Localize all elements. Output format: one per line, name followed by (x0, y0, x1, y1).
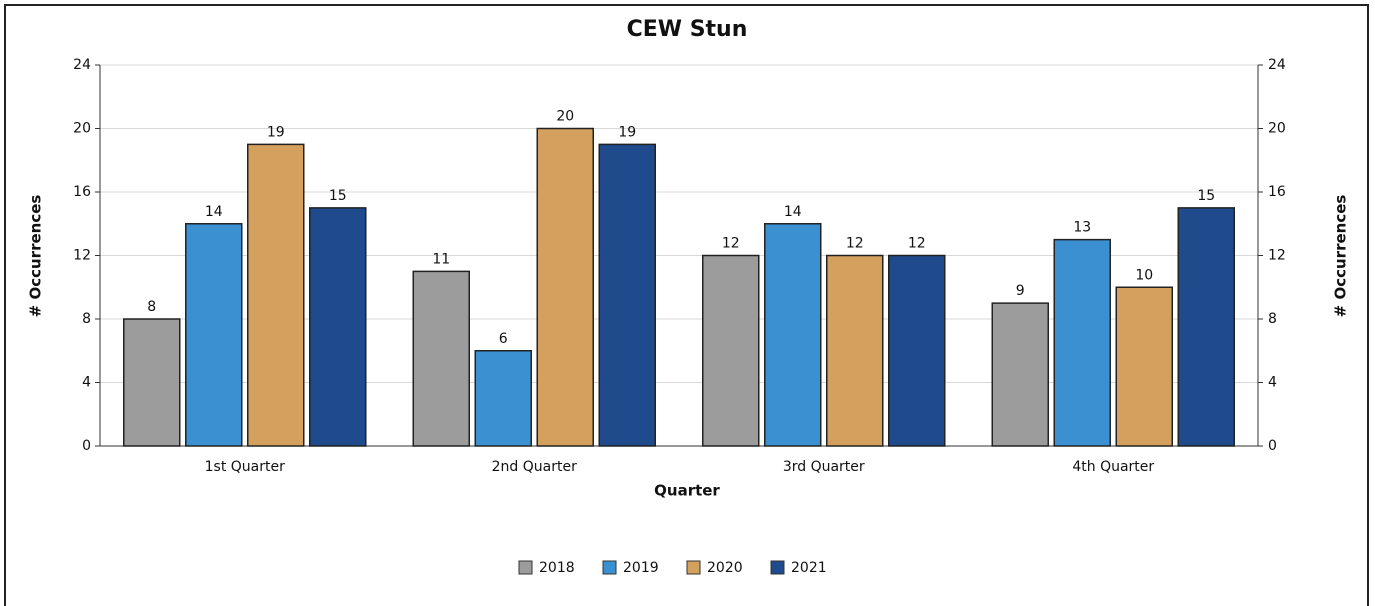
bar (1115, 286, 1173, 447)
value-label: 12 (846, 236, 864, 252)
value-label: 19 (267, 124, 285, 140)
bar (412, 270, 470, 447)
y2-tick-label: 20 (1268, 121, 1286, 137)
value-label: 15 (1197, 188, 1215, 204)
value-label: 10 (1135, 267, 1153, 283)
y-axis-title: # Occurrences (27, 195, 45, 318)
y-tick-label: 16 (73, 184, 91, 200)
value-label: 11 (432, 251, 450, 267)
legend-swatch (602, 560, 617, 575)
value-label: 14 (784, 204, 802, 220)
y-tick-label: 8 (82, 311, 91, 327)
bar (536, 127, 594, 447)
y2-tick-label: 8 (1268, 311, 1277, 327)
y-tick-label: 4 (82, 375, 91, 391)
bar (123, 318, 181, 447)
y2-tick-label: 16 (1268, 184, 1286, 200)
bar (247, 143, 305, 447)
value-label: 8 (147, 299, 156, 315)
bar (1053, 238, 1111, 447)
x-tick-label: 2nd Quarter (492, 459, 577, 475)
y2-tick-label: 0 (1268, 438, 1277, 454)
value-label: 20 (556, 109, 574, 125)
legend-swatch (686, 560, 701, 575)
bar (1177, 207, 1235, 447)
y-tick-label: 24 (73, 57, 91, 73)
bar (702, 254, 760, 447)
bar (309, 207, 367, 447)
bar (474, 350, 532, 447)
value-label: 12 (908, 236, 926, 252)
y2-axis-title: # Occurrences (1332, 195, 1350, 318)
y2-tick-label: 12 (1268, 248, 1286, 264)
x-tick-label: 4th Quarter (1072, 459, 1154, 475)
y2-tick-label: 4 (1268, 375, 1277, 391)
legend-label: 2021 (791, 560, 827, 576)
bar (185, 223, 243, 447)
y-tick-label: 20 (73, 121, 91, 137)
bar (991, 302, 1049, 447)
value-label: 6 (499, 331, 508, 347)
y2-tick-label: 24 (1268, 57, 1286, 73)
frame (4, 4, 1369, 606)
legend-swatch (518, 560, 533, 575)
value-label: 9 (1016, 283, 1025, 299)
value-label: 15 (329, 188, 347, 204)
bar (888, 254, 946, 447)
y-tick-label: 12 (73, 248, 91, 264)
legend-label: 2020 (707, 560, 743, 576)
y-tick-label: 0 (82, 438, 91, 454)
x-tick-label: 3rd Quarter (783, 459, 865, 475)
legend-label: 2019 (623, 560, 659, 576)
chart-title: CEW Stun (627, 17, 748, 42)
value-label: 14 (205, 204, 223, 220)
legend-swatch (770, 560, 785, 575)
legend-label: 2018 (539, 560, 575, 576)
value-label: 19 (618, 124, 636, 140)
bar (826, 254, 884, 447)
x-axis-title: Quarter (654, 482, 720, 500)
value-label: 12 (722, 236, 740, 252)
x-tick-label: 1st Quarter (205, 459, 285, 475)
bar (598, 143, 656, 447)
value-label: 13 (1073, 220, 1091, 236)
bar (764, 223, 822, 447)
